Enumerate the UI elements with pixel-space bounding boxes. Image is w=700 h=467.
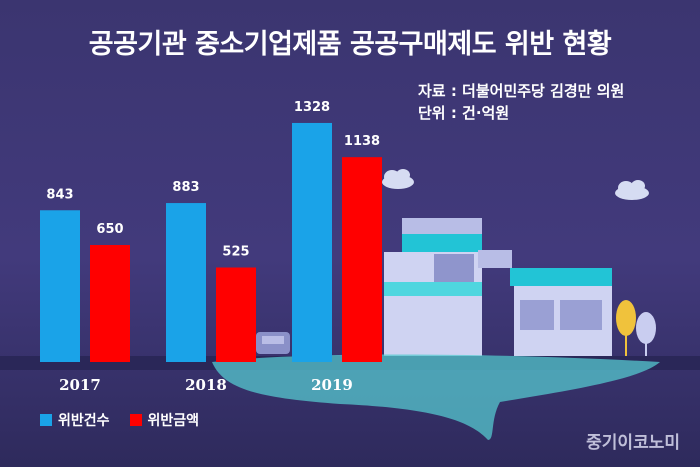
car-icon — [256, 332, 290, 354]
bar-amount-2018 — [216, 267, 256, 362]
value-label-violations-2017: 843 — [46, 187, 73, 202]
cloud-icon — [615, 180, 649, 200]
value-label-amount-2019: 1138 — [344, 134, 380, 149]
bar-amount-2017 — [90, 245, 130, 362]
chart-title: 공공기관 중소기업제품 공공구매제도 위반 현황 — [88, 29, 612, 60]
category-label-2018: 2018 — [185, 376, 227, 394]
value-label-violations-2019: 1328 — [294, 100, 330, 115]
water-shape — [212, 354, 660, 440]
cloud-icon — [382, 169, 414, 189]
legend-item-series2: 위반금액 — [129, 410, 200, 430]
unit-line: 단위 : 건·억원 — [418, 104, 510, 122]
value-label-amount-2017: 650 — [96, 222, 123, 237]
legend-swatch-series2 — [129, 414, 142, 426]
bar-amount-2019 — [342, 157, 382, 362]
source-line: 자료 : 더불어민주당 김경만 의원 — [418, 82, 625, 100]
legend-swatch-series1 — [40, 414, 52, 426]
background-illustration — [0, 169, 700, 440]
category-label-2019: 2019 — [311, 376, 353, 394]
legend-item-series1: 위반건수 — [40, 410, 110, 430]
source-info: 자료 : 더불어민주당 김경만 의원 단위 : 건·억원 — [418, 80, 624, 124]
building-icon — [384, 218, 612, 356]
bar-violations-2019 — [292, 122, 332, 363]
legend-label-series2: 위반금액 — [147, 413, 200, 429]
bar-violations-2018 — [166, 203, 206, 362]
tree-icon — [616, 300, 656, 356]
value-label-violations-2018: 883 — [172, 180, 199, 195]
bar-violations-2017 — [40, 210, 80, 362]
legend-label-series1: 위반건수 — [58, 413, 110, 429]
value-label-amount-2018: 525 — [222, 245, 249, 260]
category-label-2017: 2017 — [59, 376, 101, 394]
watermark-logo: 중기이코노미 — [586, 433, 680, 453]
legend: 위반건수 위반금액 — [40, 410, 199, 430]
